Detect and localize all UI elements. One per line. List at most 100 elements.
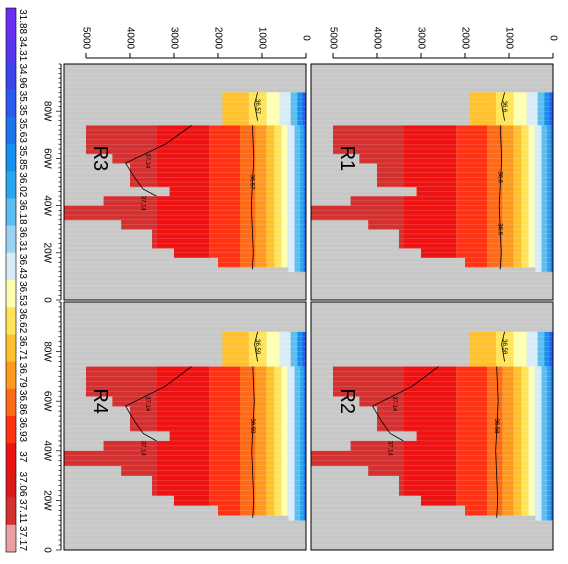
section-cell [281, 167, 288, 173]
section-cell [303, 510, 306, 516]
section-cell [456, 470, 487, 476]
section-cell [299, 224, 304, 230]
section-cell [550, 445, 553, 452]
section-cell [403, 205, 457, 211]
section-cell [287, 163, 295, 169]
section-cell [487, 505, 503, 511]
section-cell [534, 386, 542, 392]
section-cell [287, 426, 295, 432]
section-cell [502, 406, 514, 412]
section-cell [456, 182, 487, 188]
section-cell [487, 205, 503, 211]
section-cell [86, 376, 157, 382]
section-cell [287, 411, 295, 417]
section-cell [487, 416, 503, 422]
section-cell [274, 210, 282, 216]
section-cell [281, 455, 288, 462]
section-cell [86, 386, 157, 392]
section-cell [303, 248, 306, 254]
section-cell [403, 490, 457, 496]
contour-label: 36.6 [497, 171, 503, 183]
section-cell [456, 219, 487, 225]
section-cell [534, 158, 542, 164]
section-cell [456, 196, 487, 202]
section-cell [546, 490, 551, 496]
section-cell [266, 191, 275, 197]
section-cell [502, 134, 514, 140]
section-cell [550, 366, 553, 372]
section-cell [521, 262, 529, 268]
section-cell [287, 470, 295, 476]
section-cell [287, 406, 295, 412]
section-cell [294, 475, 300, 481]
section-cell [294, 401, 300, 407]
longitude-tick-label: 60W [41, 391, 52, 412]
section-cell [550, 495, 553, 501]
section-cell [456, 252, 487, 258]
section-cell [550, 406, 553, 412]
section-cell [513, 243, 522, 249]
section-cell [255, 430, 267, 437]
section-cell [521, 480, 529, 486]
section-cell [521, 257, 529, 263]
section-cell [546, 163, 551, 169]
section-cell [513, 460, 522, 467]
section-cell [549, 341, 553, 348]
section-cell [274, 366, 282, 372]
section-cell [550, 435, 553, 442]
section-cell [521, 153, 529, 159]
panel-frame [63, 301, 307, 551]
section-cell [528, 455, 535, 462]
section-cell [502, 215, 514, 221]
section-cell [152, 490, 157, 496]
section-cell [248, 351, 267, 357]
section-cell [281, 396, 288, 402]
section-cell [303, 381, 306, 387]
section-cell [248, 336, 267, 343]
section-cell [550, 205, 553, 211]
section-cell [240, 421, 256, 427]
section-cell [294, 411, 300, 417]
section-cell [546, 139, 551, 145]
section-cell [240, 134, 256, 140]
section-cell [456, 191, 487, 197]
panel-frame [63, 63, 307, 301]
section-cell [303, 182, 306, 188]
section-cell [526, 341, 538, 348]
section-cell [290, 346, 298, 352]
section-cell [266, 134, 275, 140]
section-cell [502, 391, 514, 397]
section-cell [299, 411, 304, 417]
section-cell [521, 215, 529, 221]
section-cell [456, 243, 487, 249]
section-cell [521, 229, 529, 235]
section-cell [156, 421, 210, 427]
section-cell [299, 366, 304, 372]
section-cell [266, 386, 275, 392]
section-cell [266, 366, 275, 372]
contour-label: 37.14 [140, 441, 146, 457]
section-cell [303, 177, 306, 183]
section-cell [399, 480, 404, 486]
section-cell [403, 485, 457, 491]
section-cell [156, 167, 210, 173]
colorbar-label: 36.02 [17, 172, 28, 197]
section-cell [541, 416, 547, 422]
section-cell [528, 465, 535, 472]
section-cell [274, 200, 282, 206]
section-cell [487, 406, 503, 412]
section-cell [502, 191, 514, 197]
section-cell [121, 219, 157, 225]
colorbar-swatch [6, 198, 16, 226]
section-cell [403, 134, 457, 140]
section-cell [248, 120, 267, 126]
section-cell [550, 510, 553, 516]
section-cell [546, 411, 551, 417]
section-cell [541, 505, 547, 511]
section-cell [534, 455, 542, 462]
depth-tick-label: 5000 [80, 27, 91, 50]
section-cell [541, 186, 547, 192]
section-cell [502, 177, 514, 183]
section-cell [456, 371, 487, 377]
section-cell [299, 243, 304, 249]
